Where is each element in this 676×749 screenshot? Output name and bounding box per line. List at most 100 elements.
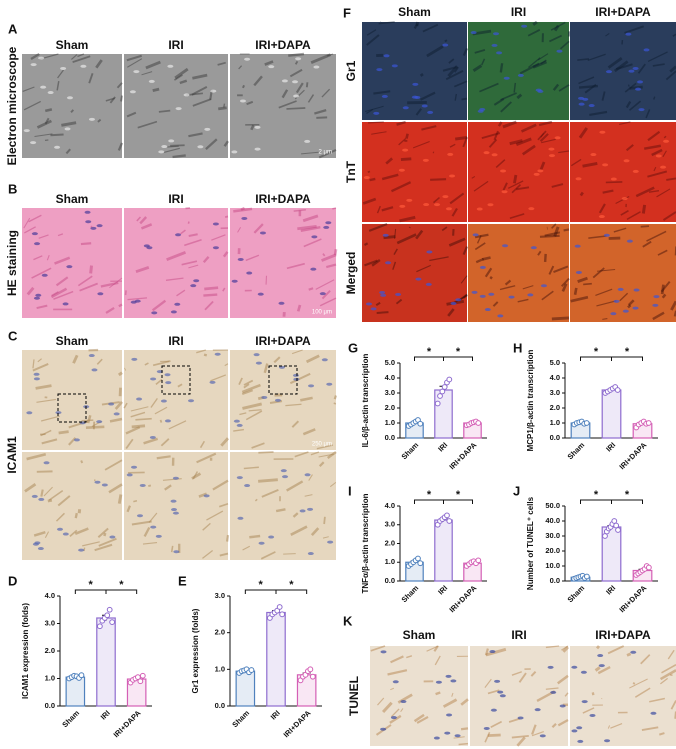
texture <box>578 127 588 139</box>
micrograph <box>362 120 468 223</box>
texture <box>541 290 554 301</box>
texture <box>292 80 299 84</box>
texture <box>204 300 214 311</box>
texture <box>471 290 478 294</box>
texture <box>38 56 45 60</box>
texture <box>366 108 374 114</box>
texture <box>588 235 607 239</box>
texture <box>598 215 605 219</box>
texture <box>493 32 500 36</box>
texture <box>395 292 402 296</box>
texture <box>36 304 48 310</box>
texture <box>422 158 429 162</box>
texture <box>527 293 534 297</box>
texture <box>191 472 202 480</box>
texture <box>385 261 392 265</box>
texture <box>511 734 529 739</box>
texture <box>551 723 557 728</box>
texture <box>174 67 189 80</box>
texture <box>460 275 468 284</box>
texture <box>40 489 44 497</box>
texture <box>553 24 560 32</box>
texture <box>599 130 606 134</box>
texture <box>225 534 230 542</box>
texture <box>473 180 489 192</box>
texture <box>527 28 541 37</box>
texture <box>376 205 381 214</box>
texture <box>97 292 104 296</box>
texture <box>435 680 442 684</box>
texture <box>136 216 142 222</box>
texture <box>454 734 461 738</box>
texture <box>561 645 569 651</box>
texture <box>454 136 468 141</box>
texture <box>527 57 541 69</box>
texture <box>383 54 390 58</box>
column-header: IRI+DAPA <box>255 192 311 206</box>
texture <box>507 180 524 189</box>
texture <box>114 401 123 410</box>
texture <box>503 76 510 80</box>
texture <box>231 279 238 283</box>
texture <box>244 57 251 61</box>
texture <box>297 224 317 231</box>
texture <box>545 645 560 649</box>
texture <box>400 700 407 704</box>
column-header: IRI <box>168 38 183 52</box>
texture <box>577 276 588 283</box>
significance-star: * <box>625 346 630 358</box>
texture <box>556 674 569 685</box>
texture <box>539 234 560 238</box>
texture <box>492 301 499 307</box>
texture <box>291 349 303 355</box>
texture <box>484 648 489 656</box>
texture <box>313 65 320 69</box>
texture <box>168 139 175 143</box>
texture <box>321 358 328 362</box>
texture <box>80 242 92 246</box>
texture <box>278 365 285 369</box>
x-tick-label: IRI <box>604 440 617 453</box>
texture <box>400 157 412 161</box>
texture <box>305 354 320 364</box>
texture <box>476 207 483 211</box>
column-header: Sham <box>56 192 89 206</box>
texture <box>657 249 668 256</box>
texture <box>458 742 469 746</box>
texture <box>449 143 456 148</box>
texture <box>130 406 149 412</box>
texture <box>607 725 611 729</box>
texture <box>543 253 547 263</box>
texture <box>133 499 138 503</box>
x-tick-label: IRI+DAPA <box>447 440 478 471</box>
texture <box>295 57 302 61</box>
micrograph <box>123 349 230 450</box>
texture <box>575 270 582 274</box>
texture <box>204 127 211 131</box>
texture <box>370 307 377 311</box>
texture <box>620 209 629 216</box>
texture <box>97 118 102 123</box>
texture <box>499 63 504 73</box>
bar <box>266 611 286 707</box>
texture <box>530 670 537 677</box>
texture <box>634 687 651 698</box>
texture <box>188 132 203 138</box>
texture <box>123 402 128 409</box>
texture <box>637 80 644 84</box>
texture <box>254 498 258 502</box>
texture <box>239 99 246 103</box>
image-bg <box>230 54 336 158</box>
micrograph <box>570 224 676 322</box>
texture <box>619 292 629 302</box>
y-tick-label: 3.0 <box>385 388 395 397</box>
x-tick-label: Sham <box>400 583 421 604</box>
texture <box>326 53 334 57</box>
texture <box>32 359 35 369</box>
texture <box>70 109 75 113</box>
texture <box>426 645 439 652</box>
texture <box>444 39 448 43</box>
image-bg <box>124 54 228 158</box>
texture <box>35 293 42 297</box>
zoom-box <box>161 365 191 395</box>
